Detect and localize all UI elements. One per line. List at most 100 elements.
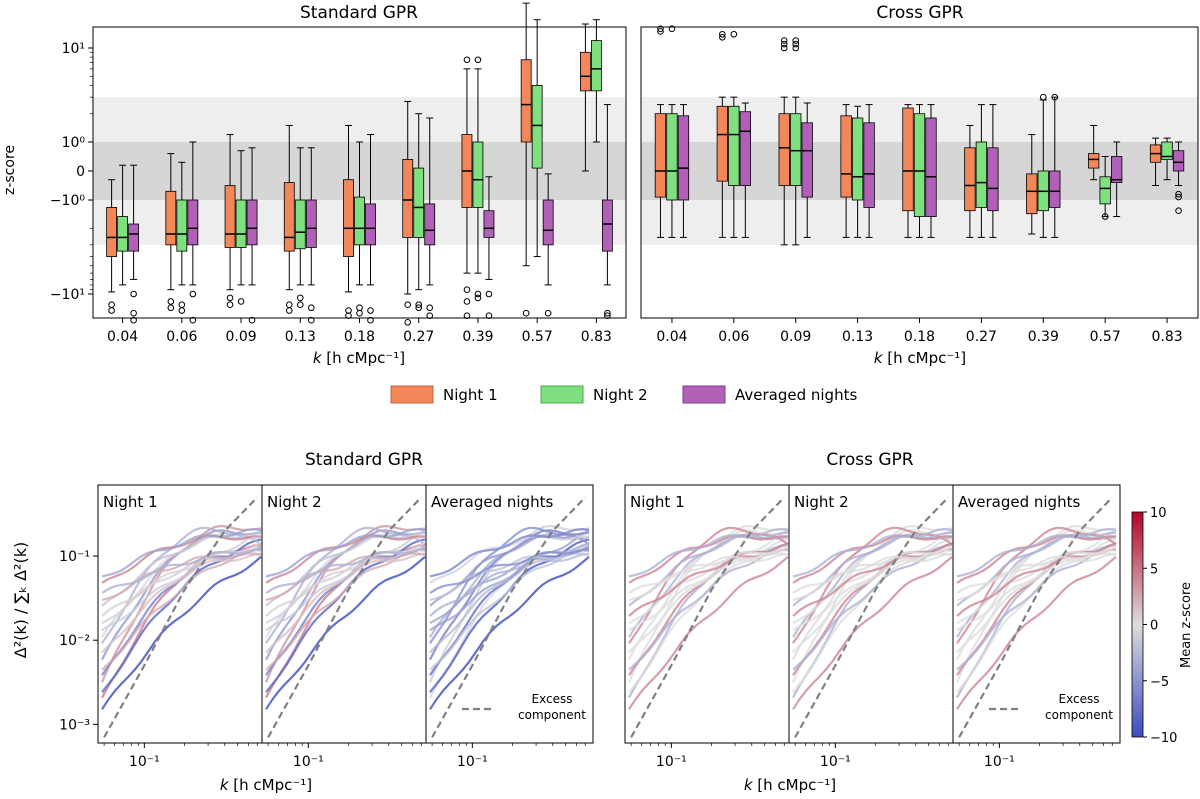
box-body xyxy=(176,199,188,252)
spectrum-line xyxy=(792,552,953,654)
box-body xyxy=(1026,173,1038,215)
flier-point xyxy=(719,33,726,41)
box-body xyxy=(1099,176,1111,205)
flier-point xyxy=(130,309,137,317)
x-tick-label: 0.04 xyxy=(656,329,687,345)
panel-title-standard-gpr: Standard GPR xyxy=(300,3,418,23)
flier-point xyxy=(367,307,374,314)
flier-point xyxy=(463,286,471,293)
spectrum-line xyxy=(792,534,952,584)
spectrum-line xyxy=(956,529,1117,632)
box-night-1-0.04 xyxy=(654,25,667,238)
x-axis-label: k [h cMpc⁻¹] xyxy=(313,349,405,367)
x-tick-label: 0.39 xyxy=(1028,329,1059,345)
y-tick-label: 10⁻¹ xyxy=(59,549,90,565)
box-body xyxy=(483,210,495,238)
line-y-axis-label: Δ²(k) / ∑ₖ Δ²(k) xyxy=(11,542,30,658)
box-body xyxy=(739,111,751,186)
box-night-2-0.57 xyxy=(531,19,543,258)
box-night-2-0.39 xyxy=(472,56,484,302)
box-averaged-nights-0.83 xyxy=(601,104,613,319)
box-body xyxy=(531,85,543,169)
legend-excess-label-line2: component xyxy=(518,708,586,722)
box-body xyxy=(601,199,613,252)
box-body xyxy=(801,122,813,198)
flier-point xyxy=(792,44,800,52)
box-body xyxy=(964,147,976,212)
spectrum-line xyxy=(956,552,1117,654)
spectrum-line xyxy=(628,552,789,654)
y-axis-ticks: 10¹ 10⁰ 0 −10⁰ −10¹ xyxy=(50,41,93,303)
legend-swatch-night-1 xyxy=(390,385,434,404)
line-y-axis-ticks: 10⁻¹ 10⁻² 10⁻³ xyxy=(59,549,98,733)
legend-excess-label-line2: component xyxy=(1045,708,1113,722)
flier-point xyxy=(415,301,423,309)
group-title-cross-gpr: Cross GPR xyxy=(826,450,913,470)
flier-point xyxy=(730,30,738,38)
flier-point xyxy=(178,307,186,314)
flier-point xyxy=(226,294,234,302)
box-body xyxy=(402,158,414,238)
box-averaged-nights-0.06 xyxy=(187,141,199,324)
flier-point xyxy=(367,316,374,324)
box-body xyxy=(840,115,852,198)
flier-point xyxy=(108,307,115,314)
spectrum-line xyxy=(429,541,590,617)
spectrum-line xyxy=(265,552,426,654)
box-body xyxy=(666,113,678,201)
box-night-2-0.83 xyxy=(590,19,602,143)
box-body xyxy=(106,207,118,257)
flier-point xyxy=(780,44,788,52)
box-night-1-0.09 xyxy=(778,37,790,246)
spectrum-line xyxy=(429,534,589,584)
x-tick-label: 10⁻¹ xyxy=(656,754,687,770)
flier-point xyxy=(485,290,493,298)
box-night-2-0.09 xyxy=(235,150,247,305)
line-panel-cross-averaged-nights: Averaged nights 10⁻¹ Excess component xyxy=(952,484,1121,770)
box-averaged-nights-0.18 xyxy=(925,104,937,238)
spectrum-line xyxy=(429,555,590,710)
flier-point xyxy=(285,301,293,309)
flier-point xyxy=(474,294,482,302)
spectrum-line xyxy=(792,527,953,578)
box-body xyxy=(117,216,129,252)
spectrum-line xyxy=(956,555,1117,710)
flier-point xyxy=(792,37,800,44)
excess-component-line xyxy=(794,496,950,738)
legend-label-night-2: Night 2 xyxy=(593,386,648,404)
box-averaged-nights-0.57 xyxy=(542,173,554,317)
spectrum-line xyxy=(101,541,262,617)
x-tick-label: 0.13 xyxy=(842,329,873,345)
box-body xyxy=(1111,156,1123,184)
x-tick-label: 0.57 xyxy=(1090,329,1121,345)
x-tick-label: 0.09 xyxy=(780,329,811,345)
x-tick-label: 0.39 xyxy=(462,329,493,345)
spectrum-line xyxy=(101,555,262,710)
x-tick-label: 10⁻¹ xyxy=(457,754,488,770)
flier-point xyxy=(463,56,471,64)
box-body xyxy=(1172,150,1185,172)
panel-frame xyxy=(952,484,1121,744)
box-night-1-0.57 xyxy=(520,2,532,317)
spectrum-line xyxy=(956,534,1116,584)
flier-point xyxy=(474,290,482,298)
box-night-2-0.06 xyxy=(176,161,188,314)
spectrum-line xyxy=(628,545,789,595)
spectrum-line xyxy=(429,552,590,654)
colorbar-gradient xyxy=(1131,511,1144,738)
box-night-2-0.27 xyxy=(413,113,425,312)
box-night-1-0.04 xyxy=(106,179,118,314)
flier-point xyxy=(356,309,363,317)
flier-point xyxy=(604,309,611,317)
box-averaged-nights-0.57 xyxy=(1111,141,1123,218)
flier-point xyxy=(356,304,363,312)
box-body xyxy=(187,199,199,246)
subpanel-label: Averaged nights xyxy=(431,493,553,511)
box-body xyxy=(851,117,864,201)
box-body xyxy=(224,185,236,248)
box-body xyxy=(654,113,667,198)
flier-point xyxy=(657,28,664,35)
box-body xyxy=(902,107,914,212)
subpanel-label: Night 1 xyxy=(103,493,158,511)
